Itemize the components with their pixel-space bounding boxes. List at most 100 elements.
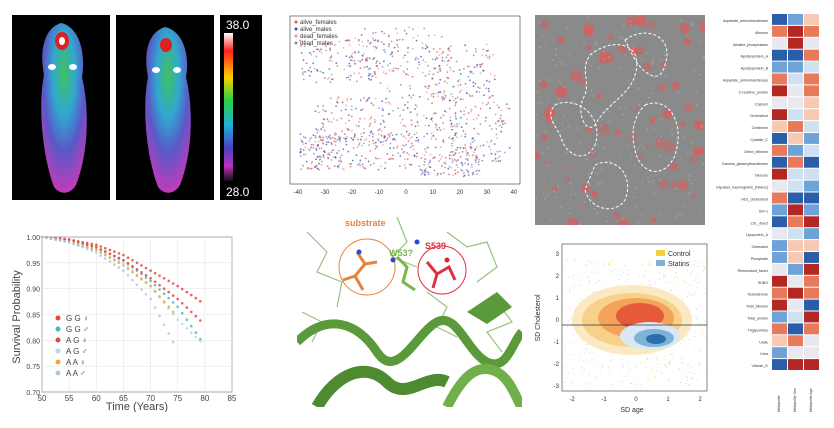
tsne-point [348, 56, 351, 59]
heatmap-cell [788, 73, 803, 85]
density-point [564, 366, 566, 369]
tsne-point [481, 54, 484, 57]
tsne-point [418, 63, 421, 66]
tsne-point [467, 174, 470, 177]
density-xlabel: SD age [620, 407, 643, 414]
tsne-point [475, 64, 478, 66]
density-point [690, 266, 692, 268]
density-point [691, 378, 693, 380]
heatmap-cell [772, 61, 787, 73]
tsne-point [402, 124, 405, 127]
density-point [694, 316, 696, 318]
survival-y-tick: 0.85 [26, 313, 40, 320]
texture-dot [538, 46, 541, 49]
tsne-point [328, 68, 331, 70]
tsne-point [438, 64, 441, 67]
tsne-point [351, 56, 354, 59]
tsne-point [401, 96, 404, 99]
tsne-point [355, 80, 358, 83]
tsne-point [499, 160, 502, 162]
tsne-point [451, 161, 454, 164]
survival-point [144, 276, 148, 279]
tsne-point [340, 109, 343, 112]
tsne-point [361, 163, 364, 166]
density-point [627, 375, 629, 377]
tsne-point [444, 166, 446, 169]
tsne-point [359, 60, 362, 63]
tsne-point [408, 94, 411, 97]
tsne-point [439, 158, 442, 160]
density-point [590, 262, 592, 264]
tsne-point [448, 49, 451, 52]
texture-dot [591, 55, 594, 58]
tsne-point [459, 91, 461, 93]
tsne-point [312, 143, 315, 146]
tsne-point [343, 133, 346, 135]
tsne-point [439, 91, 442, 94]
density-point [610, 359, 612, 361]
heatmap-cell [804, 180, 819, 192]
texture-dot [565, 151, 568, 154]
survival-point [153, 280, 157, 284]
tsne-point [462, 147, 465, 150]
survival-point [185, 306, 189, 309]
tsne-point [388, 136, 391, 139]
tsne-point [459, 78, 461, 81]
heatmap-row-label: HDL_cholesterol [741, 198, 768, 202]
survival-point [185, 327, 189, 330]
survival-point [190, 324, 193, 328]
texture-dot [627, 80, 630, 83]
tsne-point [424, 85, 427, 88]
tsne-point [466, 92, 468, 95]
survival-point [85, 243, 89, 247]
tsne-legend-marker [294, 27, 298, 31]
survival-point [144, 274, 148, 277]
survival-point [122, 264, 125, 267]
texture-dot [648, 181, 651, 183]
tsne-point [309, 147, 312, 150]
tsne-point [493, 74, 496, 77]
tsne-point [366, 56, 369, 59]
tsne-point [471, 141, 474, 144]
tsne-point [374, 118, 376, 121]
texture-dot [570, 193, 573, 196]
tsne-point [313, 152, 315, 155]
tsne-point [386, 133, 389, 136]
tsne-point [428, 50, 431, 53]
density-point [701, 333, 703, 335]
tsne-point [445, 156, 447, 159]
tsne-point [336, 65, 339, 67]
density-point [698, 351, 700, 353]
tsne-point [316, 131, 319, 134]
heatmap-cell [804, 204, 819, 216]
tsne-point [424, 47, 427, 50]
density-point [699, 278, 701, 280]
tsne-point [492, 159, 495, 162]
tsne-point [340, 161, 343, 163]
tsne-point [439, 129, 442, 132]
tsne-point [328, 167, 331, 170]
density-point [703, 261, 705, 264]
survival-point [122, 253, 125, 257]
survival-point [176, 284, 179, 288]
tsne-point [416, 34, 419, 37]
heatmap-row-label: Lipoprotein_A [746, 233, 769, 237]
tsne-point [406, 107, 409, 109]
density-x-tick: -1 [601, 397, 607, 403]
tsne-point [367, 74, 370, 77]
tsne-point [343, 137, 345, 140]
tsne-point [381, 100, 383, 103]
texture-dot [588, 184, 591, 187]
tsne-point [424, 171, 426, 174]
tsne-point [472, 81, 475, 84]
density-point [699, 349, 701, 351]
tsne-point [340, 117, 343, 120]
tsne-point [494, 157, 497, 160]
heatmap-cell [788, 14, 803, 25]
cell-spot [637, 44, 643, 51]
density-point [654, 375, 656, 377]
texture-dot [557, 185, 560, 188]
survival-point [117, 256, 121, 260]
density-point [695, 308, 697, 310]
survival-xlabel: Time (Years) [106, 401, 168, 412]
